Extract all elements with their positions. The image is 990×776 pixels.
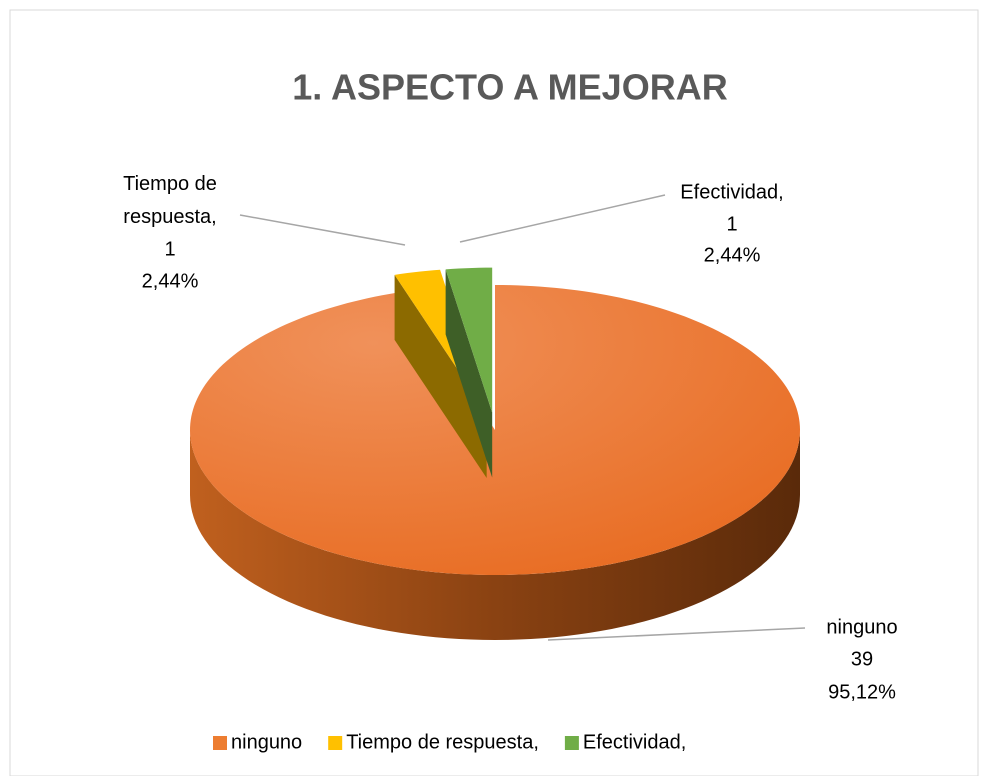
- data-label-name: Efectividad,: [680, 181, 783, 203]
- data-label-name: Tiempo de respuesta,: [123, 173, 217, 228]
- data-label-value: 39: [851, 648, 873, 670]
- slice-wall: [394, 274, 487, 479]
- legend-swatch: [213, 736, 227, 750]
- legend-label: ninguno: [231, 731, 302, 753]
- data-label-value: 1: [164, 238, 175, 260]
- chart-title: 1. ASPECTO A MEJORAR: [292, 67, 727, 108]
- data-label-percent: 2,44%: [142, 270, 199, 292]
- legend-swatch: [328, 736, 343, 750]
- data-label-value: 1: [726, 213, 737, 235]
- data-label-percent: 95,12%: [828, 681, 896, 703]
- slice-wall: [445, 269, 493, 478]
- data-label-percent: 2,44%: [704, 244, 761, 266]
- legend-swatch: [564, 736, 579, 750]
- leader-line: [459, 194, 666, 243]
- legend-label: Tiempo de respuesta,: [346, 731, 539, 753]
- slice: [190, 285, 800, 575]
- slice-side: [190, 430, 800, 640]
- slice: [445, 267, 493, 413]
- leader-line: [239, 214, 406, 246]
- leader-line: [547, 627, 806, 641]
- data-label-name: ninguno: [826, 616, 897, 638]
- legend-label: Efectividad,: [583, 731, 686, 753]
- chart-border: [9, 9, 979, 776]
